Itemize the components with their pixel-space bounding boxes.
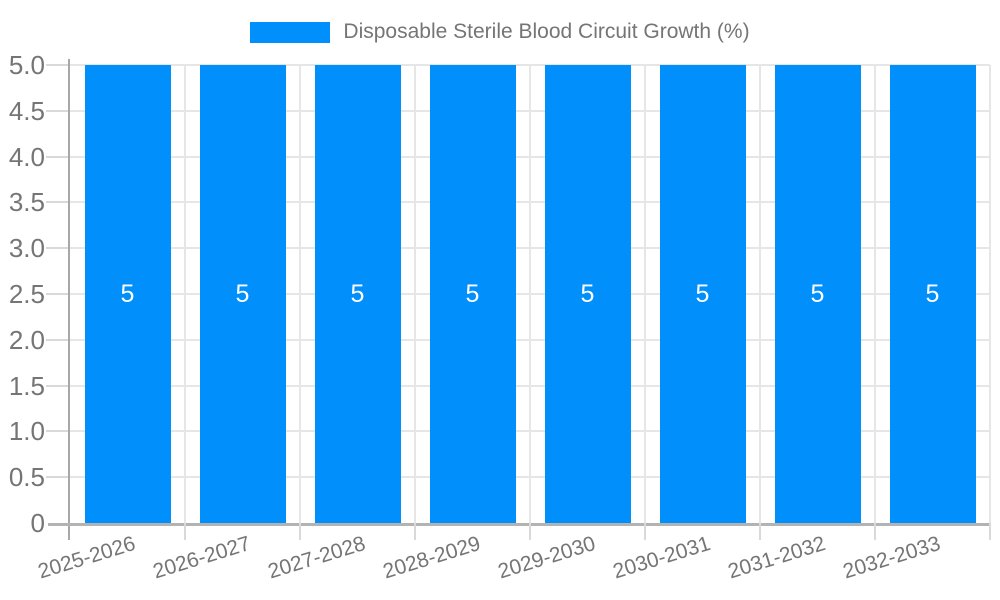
y-axis-tick	[46, 109, 68, 112]
x-tick-label: 2032-2033	[840, 532, 944, 584]
x-axis-tick	[299, 523, 301, 540]
y-tick-label: 0	[30, 508, 45, 538]
x-axis-tick	[184, 523, 186, 540]
x-tick-label: 2030-2031	[610, 532, 714, 584]
x-axis-tick	[989, 523, 991, 540]
y-axis-tick	[46, 338, 68, 341]
bar[interactable]	[774, 65, 861, 523]
y-tick-label: 3.5	[8, 187, 45, 218]
x-tick-label: 2029-2030	[495, 532, 599, 584]
y-tick-label: 2.5	[8, 279, 45, 309]
y-tick-label: 1.0	[8, 416, 45, 447]
bar[interactable]	[659, 65, 746, 523]
x-axis-tick	[759, 523, 761, 540]
bar-value-label: 5	[120, 280, 135, 308]
y-tick-label: 0.5	[8, 462, 45, 493]
legend: Disposable Sterile Blood Circuit Growth …	[0, 20, 1000, 44]
gridline-vertical	[299, 65, 301, 523]
gridline-vertical	[644, 65, 646, 523]
gridline-vertical	[874, 65, 876, 523]
legend-label: Disposable Sterile Blood Circuit Growth …	[343, 20, 750, 43]
legend-swatch[interactable]	[250, 21, 331, 43]
y-axis-tick	[46, 430, 68, 433]
y-axis-tick	[46, 155, 68, 158]
gridline-vertical	[529, 65, 531, 523]
x-tick-label: 2028-2029	[380, 532, 484, 584]
bar[interactable]	[314, 65, 401, 523]
y-axis-tick	[46, 384, 68, 387]
x-tick-label: 2026-2027	[150, 532, 254, 584]
bar[interactable]	[199, 65, 286, 523]
gridline-vertical	[414, 65, 416, 523]
x-axis-baseline	[48, 523, 990, 526]
plot-area: 5 5 5 5 5 5 5 5	[46, 59, 991, 540]
x-axis-tick	[414, 523, 416, 540]
x-axis-tick	[529, 523, 531, 540]
bar[interactable]	[84, 65, 171, 523]
bar[interactable]	[429, 65, 516, 523]
x-tick-label: 2027-2028	[265, 532, 369, 584]
y-axis-tick	[46, 64, 68, 66]
bar-value-label: 5	[580, 280, 595, 308]
y-axis-tick	[46, 201, 68, 204]
bar[interactable]	[889, 65, 976, 523]
y-tick-label: 5.0	[8, 50, 45, 80]
bar-value-label: 5	[695, 280, 710, 308]
y-tick-label: 3.0	[8, 233, 45, 264]
bar-value-label: 5	[810, 280, 825, 308]
y-axis-line	[68, 59, 70, 540]
x-axis-tick	[874, 523, 876, 540]
bar-value-label: 5	[235, 280, 250, 308]
bar[interactable]	[544, 65, 631, 523]
y-axis-tick	[46, 247, 68, 250]
gridline-vertical	[989, 65, 991, 523]
y-tick-label: 2.0	[8, 324, 45, 355]
gridline-vertical	[759, 65, 761, 523]
bar-value-label: 5	[350, 280, 365, 308]
y-tick-label: 4.5	[8, 95, 45, 126]
x-tick-label: 2031-2032	[725, 532, 829, 584]
y-tick-label: 4.0	[8, 141, 45, 172]
y-axis-tick	[46, 476, 68, 479]
bar-value-label: 5	[465, 280, 480, 308]
gridline-vertical	[184, 65, 186, 523]
y-axis-tick	[46, 293, 68, 295]
bar-value-label: 5	[925, 280, 940, 308]
x-axis-tick	[644, 523, 646, 540]
x-tick-label: 2025-2026	[35, 532, 139, 584]
y-tick-label: 1.5	[8, 370, 45, 401]
